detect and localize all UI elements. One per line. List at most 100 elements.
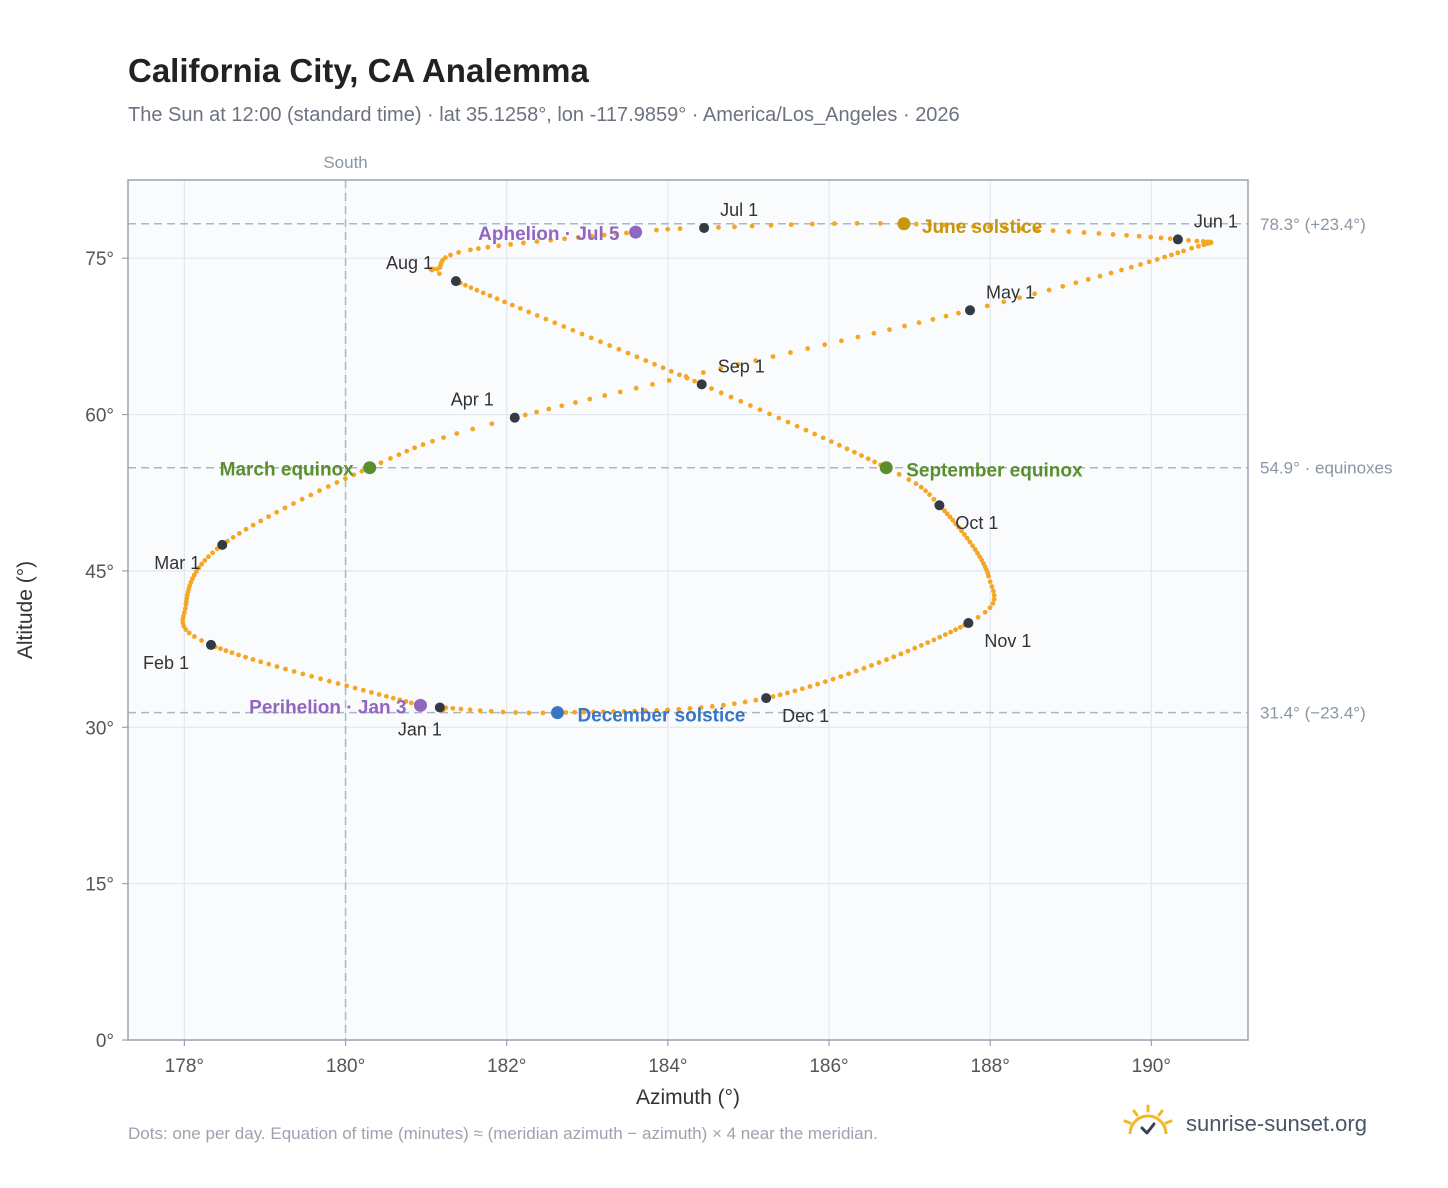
daily-sun-dot — [1001, 299, 1007, 305]
daily-sun-dot — [815, 681, 820, 687]
month-marker-dot — [934, 500, 945, 511]
daily-sun-dot — [884, 657, 889, 663]
daily-sun-dot — [274, 664, 280, 669]
daily-sun-dot — [1085, 277, 1091, 282]
daily-sun-dot — [607, 343, 613, 348]
daily-sun-dot — [1124, 232, 1129, 238]
daily-sun-dot — [735, 362, 741, 367]
daily-sun-dot — [869, 663, 874, 668]
daily-sun-dot — [844, 446, 850, 452]
daily-sun-dot — [684, 375, 690, 381]
daily-sun-dot — [977, 554, 983, 560]
daily-sun-dot — [861, 665, 867, 671]
daily-sun-dot — [575, 235, 581, 240]
daily-sun-dot — [812, 431, 818, 437]
daily-sun-dot — [923, 488, 928, 494]
daily-sun-dot — [217, 646, 223, 652]
daily-sun-dot — [838, 674, 844, 679]
daily-sun-dot — [258, 518, 264, 524]
daily-sun-dot — [202, 558, 208, 563]
reference-lines: South 78.3° (+23.4°) 54.9° · equinoxes 31.4… — [128, 153, 1393, 1040]
month-marker-dot — [699, 222, 710, 233]
y-tick-label: 30° — [85, 718, 114, 739]
altitude-reference-label: 78.3° (+23.4°) — [1260, 215, 1366, 234]
meridian-reference-label: South — [323, 153, 367, 172]
daily-sun-dot — [720, 702, 726, 708]
daily-sun-dot — [846, 671, 851, 677]
daily-sun-dot — [468, 285, 474, 291]
daily-sun-dot — [229, 650, 235, 656]
daily-sun-dot — [534, 313, 540, 318]
daily-sun-dot — [794, 423, 800, 429]
daily-sun-dot — [799, 686, 805, 692]
daily-sun-dot — [412, 445, 418, 451]
daily-sun-dot — [753, 697, 759, 703]
daily-sun-dot — [1108, 270, 1114, 276]
month-marker-label: Aug 1 — [386, 253, 433, 273]
daily-sun-dot — [709, 704, 715, 709]
daily-sun-dot — [513, 710, 519, 715]
daily-sun-dot — [925, 640, 931, 646]
daily-sun-dot — [982, 609, 988, 615]
daily-sun-dot — [986, 224, 992, 230]
daily-sun-dot — [1175, 250, 1181, 256]
brand-name: sunrise-sunset.org — [1186, 1111, 1367, 1136]
event-markers: March equinox June solstice September equi… — [220, 217, 1083, 727]
daily-sun-dot — [1018, 226, 1024, 232]
daily-sun-dot — [1096, 231, 1102, 236]
daily-sun-dot — [343, 476, 348, 481]
daily-sun-dot — [378, 460, 384, 466]
daily-sun-dot — [942, 632, 948, 638]
daily-sun-dot — [1167, 236, 1173, 242]
daily-sun-dot — [496, 243, 502, 249]
daily-sun-dot — [912, 645, 918, 651]
daily-sun-dot — [182, 606, 188, 611]
event-dot — [629, 225, 643, 239]
month-marker-dot — [434, 702, 445, 713]
daily-sun-dot — [984, 303, 990, 309]
daily-sun-dot — [1066, 229, 1072, 234]
daily-sun-dot — [570, 327, 576, 333]
daily-sun-dot — [987, 579, 993, 585]
daily-sun-dot — [865, 456, 871, 462]
sun-logo-icon — [1120, 1102, 1176, 1147]
y-tick-label: 75° — [85, 249, 114, 270]
chart-subtitle: The Sun at 12:00 (standard time) · lat 3… — [128, 104, 960, 126]
daily-sun-dot — [458, 706, 464, 712]
daily-sun-dot — [770, 694, 776, 699]
daily-sun-dot — [732, 224, 737, 230]
daily-sun-dot — [986, 573, 991, 579]
daily-sun-dot — [953, 627, 958, 633]
x-axis-label: Azimuth (°) — [636, 1086, 740, 1109]
daily-sun-dot — [757, 407, 763, 413]
daily-sun-dot — [1189, 245, 1194, 251]
daily-sun-dot — [943, 313, 949, 319]
daily-sun-dot — [291, 501, 296, 506]
daily-sun-dot — [282, 505, 288, 511]
daily-sun-dot — [898, 651, 904, 657]
daily-sun-dot — [258, 659, 264, 665]
daily-sun-dot — [376, 692, 382, 697]
altitude-reference-label: 54.9° · equinoxes — [1260, 459, 1393, 478]
daily-sun-dot — [700, 370, 706, 375]
month-marker-label: Nov 1 — [984, 631, 1031, 651]
daily-sun-dot — [1034, 227, 1040, 233]
daily-sun-dot — [1169, 252, 1174, 258]
daily-sun-dot — [236, 530, 242, 536]
daily-sun-dot — [1128, 264, 1134, 270]
daily-sun-dot — [548, 237, 554, 243]
daily-sun-dot — [521, 240, 526, 246]
daily-sun-dot — [716, 225, 721, 230]
daily-sun-dot — [650, 381, 655, 387]
daily-sun-dot — [562, 236, 567, 242]
daily-sun-dot — [876, 660, 882, 665]
daily-sun-dot — [573, 400, 578, 405]
month-marker-dot — [963, 618, 974, 629]
daily-sun-dot — [633, 385, 639, 391]
daily-sun-dot — [852, 449, 857, 455]
daily-sun-dot — [692, 378, 697, 384]
brand[interactable]: sunrise-sunset.org — [1120, 1104, 1367, 1144]
x-tick-label: 182° — [487, 1056, 526, 1077]
daily-sun-dot — [991, 596, 997, 602]
